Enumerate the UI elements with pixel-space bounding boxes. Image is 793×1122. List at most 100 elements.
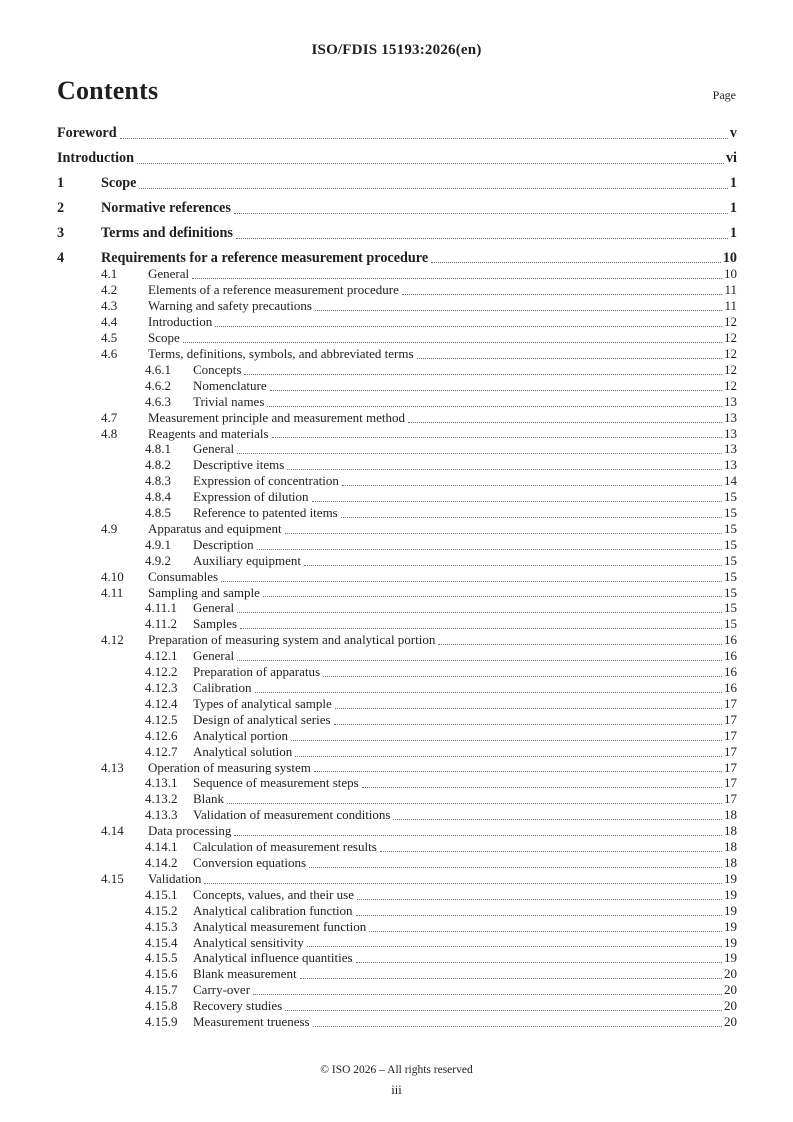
toc-entry-title: Analytical measurement function (193, 918, 367, 934)
toc-entry[interactable]: 4.15.7 Carry-over 20 (57, 982, 737, 998)
toc-entry[interactable]: 4.9.2 Auxiliary equipment 15 (57, 553, 737, 569)
toc-entry[interactable]: 4.12.5 Design of analytical series 17 (57, 712, 737, 728)
toc-entry[interactable]: 4.6.3 Trivial names 13 (57, 394, 737, 410)
toc-entry[interactable]: 4.15.5 Analytical influence quantities 19 (57, 950, 737, 966)
toc-entry-number: 4.15.1 (145, 886, 178, 902)
toc-entry[interactable]: 4.14.2 Conversion equations 18 (57, 855, 737, 871)
toc-entry-page: v (729, 125, 737, 141)
toc-entry[interactable]: 4.14.1 Calculation of measurement results… (57, 839, 737, 855)
toc-entry[interactable]: 4.8.4 Expression of dilution 15 (57, 489, 737, 505)
toc-entry[interactable]: 4.15.3 Analytical measurement function 19 (57, 919, 737, 935)
toc-entry-title: Reagents and materials (148, 425, 269, 441)
toc-entry-page: 14 (724, 473, 737, 489)
toc-dot-leader (137, 162, 724, 164)
toc-entry-page: 15 (724, 520, 737, 536)
toc-entry[interactable]: 4.12.7 Analytical solution 17 (57, 744, 737, 760)
toc-entry-number: 4.9.2 (145, 552, 171, 568)
toc-entry[interactable]: 4.15.2 Analytical calibration function 19 (57, 903, 737, 919)
toc-entry-number: 4.15.4 (145, 934, 178, 950)
toc-entry[interactable]: 4.2 Elements of a reference measurement p… (57, 282, 737, 298)
toc-entry[interactable]: 4.12.6 Analytical portion 17 (57, 728, 737, 744)
contents-header: Contents Page (57, 76, 736, 106)
toc-entry-title: Preparation of apparatus (193, 664, 321, 680)
toc-dot-leader (334, 707, 722, 709)
toc-entry-page: 1 (729, 199, 737, 216)
toc-entry-number: 4.12.2 (145, 664, 178, 680)
toc-entry[interactable]: 4.3 Warning and safety precautions 11 (57, 298, 737, 314)
toc-entry[interactable]: 4.15.9 Measurement trueness 20 (57, 1014, 737, 1030)
toc-entry-page: 16 (724, 648, 737, 664)
toc-entry[interactable]: 4.9.1 Description 15 (57, 537, 737, 553)
toc-dot-leader (204, 882, 722, 884)
toc-dot-leader (139, 187, 728, 189)
toc-entry-page: 12 (724, 361, 737, 377)
toc-dot-leader (237, 660, 722, 662)
toc-entry-title: Analytical portion (193, 727, 288, 743)
toc-entry[interactable]: 4.14 Data processing 18 (57, 823, 737, 839)
toc-entry[interactable]: 4.8.5 Reference to patented items 15 (57, 505, 737, 521)
toc-entry-number: 4.14 (101, 823, 124, 839)
toc-entry-title: Design of analytical series (193, 711, 331, 727)
toc-entry[interactable]: 4.12.1 General 16 (57, 648, 737, 664)
toc-entry-title: Calibration (193, 680, 252, 695)
toc-entry-page: 20 (724, 982, 737, 998)
toc-entry[interactable]: 4.1 General 10 (57, 266, 737, 282)
toc-entry-number: 4.11 (101, 584, 124, 600)
toc-entry-title: Analytical influence quantities (193, 950, 353, 966)
toc-entry[interactable]: 4.6 Terms, definitions, symbols, and abbr… (57, 346, 737, 362)
toc-entry[interactable]: 4.4 Introduction 12 (57, 314, 737, 330)
toc-dot-leader (355, 962, 722, 964)
toc-entry-number: 4.6.3 (145, 393, 171, 409)
toc-dot-leader (233, 212, 728, 214)
toc-entry[interactable]: 4.15.4 Analytical sensitivity 19 (57, 935, 737, 951)
toc-entry[interactable]: 4 Requirements for a reference measuremen… (57, 250, 737, 267)
toc-entry[interactable]: 4.6.2 Nomenclature 12 (57, 378, 737, 394)
toc-entry[interactable]: 4.8 Reagents and materials 13 (57, 426, 737, 442)
toc-entry[interactable]: 4.13.2 Blank 17 (57, 791, 737, 807)
toc-entry[interactable]: 2 Normative references 1 (57, 199, 737, 217)
toc-entry[interactable]: 4.8.3 Expression of concentration 14 (57, 473, 737, 489)
toc-dot-leader (438, 644, 722, 646)
toc-entry[interactable]: 4.15.1 Concepts, values, and their use 19 (57, 887, 737, 903)
toc-entry-page: 20 (724, 1014, 737, 1030)
toc-entry-page: 15 (724, 489, 737, 505)
toc-entry[interactable]: 4.8.2 Descriptive items 13 (57, 457, 737, 473)
toc-entry[interactable]: 4.12.3 Calibration 16 (57, 680, 737, 696)
toc-entry[interactable]: 4.10 Consumables 15 (57, 569, 737, 585)
toc-entry-page: 15 (724, 505, 737, 521)
toc-entry-title: Trivial names (193, 393, 265, 409)
toc-entry-page: 13 (724, 393, 737, 409)
toc-dot-leader (311, 501, 722, 503)
toc-entry[interactable]: 4.9 Apparatus and equipment 15 (57, 521, 737, 537)
toc-entry[interactable]: 4.8.1 General 13 (57, 441, 737, 457)
toc-entry[interactable]: 4.13.3 Validation of measurement conditio… (57, 807, 737, 823)
toc-entry[interactable]: 4.11.1 General 15 (57, 600, 737, 616)
toc-entry[interactable]: 4.7 Measurement principle and measurement… (57, 410, 737, 426)
toc-entry[interactable]: 4.12 Preparation of measuring system and … (57, 632, 737, 648)
toc-entry[interactable]: 3 Terms and definitions 1 (57, 225, 737, 242)
toc-entry[interactable]: 4.5 Scope 12 (57, 330, 737, 346)
toc-entry[interactable]: 1 Scope 1 (57, 175, 737, 192)
toc-entry-page: 17 (724, 711, 737, 727)
toc-entry-number: 4.8.3 (145, 473, 171, 489)
toc-entry[interactable]: 4.15.6 Blank measurement 20 (57, 966, 737, 982)
toc-dot-leader (393, 819, 722, 821)
toc-entry[interactable]: 4.12.2 Preparation of apparatus 16 (57, 664, 737, 680)
toc-entry-number: 4.6 (101, 345, 118, 361)
toc-entry[interactable]: 4.15 Validation 19 (57, 871, 737, 887)
toc-entry[interactable]: 4.15.8 Recovery studies 20 (57, 998, 737, 1014)
toc-entry[interactable]: 4.6.1 Concepts 12 (57, 362, 737, 378)
toc-entry[interactable]: Foreword v (57, 125, 737, 142)
toc-dot-leader (253, 994, 722, 996)
toc-entry[interactable]: 4.11 Sampling and sample 15 (57, 585, 737, 601)
toc-entry-title: Warning and safety precautions (148, 298, 312, 314)
toc-entry[interactable]: 4.13 Operation of measuring system 17 (57, 760, 737, 776)
toc-entry[interactable]: 4.12.4 Types of analytical sample 17 (57, 696, 737, 712)
toc-entry[interactable]: 4.11.2 Samples 15 (57, 616, 737, 632)
toc-dot-leader (379, 850, 722, 852)
toc-entry-title: Expression of dilution (193, 489, 309, 505)
toc-entry-page: 11 (724, 298, 737, 314)
toc-entry[interactable]: Introduction vi (57, 150, 737, 167)
toc-entry-number: 4.15.5 (145, 950, 178, 966)
toc-entry[interactable]: 4.13.1 Sequence of measurement steps 17 (57, 775, 737, 791)
